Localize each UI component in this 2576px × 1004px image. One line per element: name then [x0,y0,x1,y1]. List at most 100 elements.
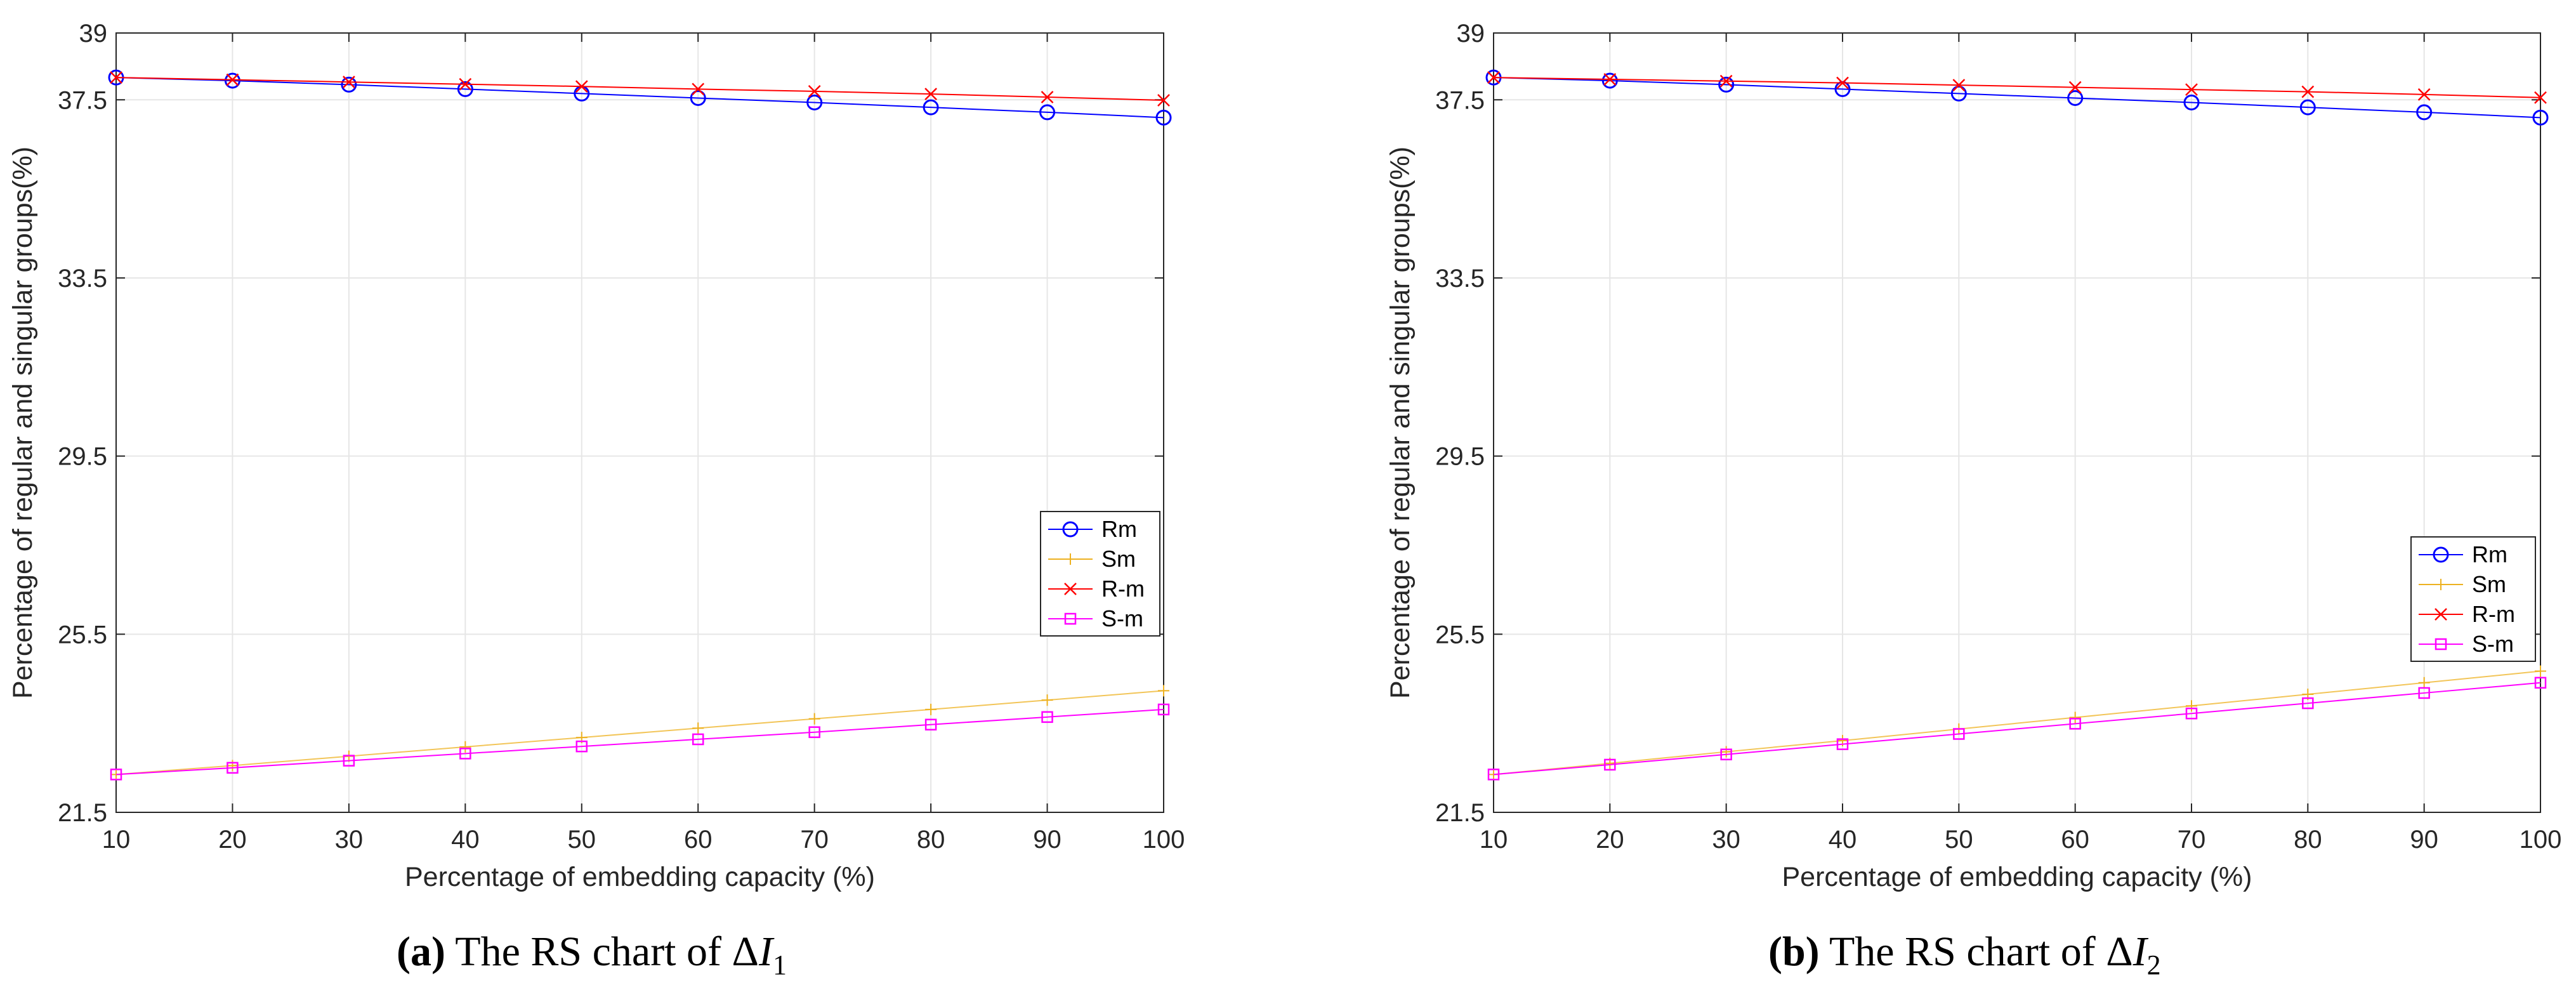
legend-marker-S-m [1064,612,1077,625]
legend-marker-Sm [1065,553,1076,565]
caption-a-var: I [758,928,773,975]
series-Rm [108,69,1172,126]
y-tick-label: 25.5 [58,621,107,649]
series-line-Rm [1493,77,2541,119]
data-point-Rm [2299,99,2316,116]
data-point-R-m [808,85,821,98]
data-point-Rm [341,76,357,93]
data-point-Rm [690,89,706,106]
legend-box [1040,511,1160,637]
data-point-Sm [925,703,937,715]
x-axis-label: Percentage of embedding capacity (%) [405,862,875,892]
x-tick-label: 20 [218,826,247,854]
data-point-R-m [2068,81,2082,94]
legend-marker-R-m [1064,583,1077,595]
caption-b-var: I [2132,928,2147,975]
caption-b: (b) The RS chart of ΔI2 [1768,928,2161,981]
legend-label-Sm: Sm [2472,571,2506,597]
series-Rm [1485,69,2549,126]
data-point-S-m [2534,677,2547,689]
series-line-Rm [115,77,1164,119]
axes-box [1493,32,2541,813]
x-tick-label: 70 [2178,826,2206,854]
data-point-Sm [2186,700,2197,712]
y-tick-label: 39 [79,20,108,48]
caption-a-symbol: Δ [732,928,759,975]
data-point-Sm [459,741,471,753]
data-point-Sm [2418,677,2430,689]
data-point-S-m [1487,769,1500,781]
y-tick-label: 21.5 [1435,799,1485,827]
data-point-S-m [1953,728,1965,740]
y-tick-label: 25.5 [1435,621,1485,649]
y-tick-label: 37.5 [58,86,107,114]
data-point-R-m [924,88,937,101]
data-point-R-m [110,71,122,84]
y-tick-label: 29.5 [58,443,107,471]
data-point-Sm [692,722,704,734]
x-tick-label: 100 [2520,826,2562,854]
y-tick-label: 33.5 [1435,265,1485,293]
caption-b-label: (b) [1768,928,1820,975]
data-point-R-m [1041,91,1054,103]
data-point-Rm [2183,94,2200,110]
data-point-S-m [1604,758,1616,771]
x-tick-label: 50 [1945,826,1973,854]
data-point-S-m [1157,703,1170,716]
series-R-m [1487,71,2547,104]
data-point-S-m [343,755,355,767]
data-point-Rm [2067,89,2084,106]
data-point-Sm [1158,685,1169,697]
x-tick-label: 50 [568,826,596,854]
caption-b-text: The RS chart of [1829,928,2096,975]
legend-label-S-m: S-m [1101,605,1143,631]
data-point-S-m [459,748,471,760]
x-tick-label: 30 [1712,826,1740,854]
legend-label-S-m: S-m [2472,631,2514,657]
data-point-Sm [808,713,820,725]
data-point-Sm [227,760,239,772]
data-point-R-m [692,83,705,96]
caption-b-symbol: Δ [2106,928,2133,975]
data-point-Rm [1155,109,1172,126]
series-Sm [1488,665,2546,781]
x-tick-label: 80 [917,826,945,854]
chart-a: 10 20 30 40 50 60 70 80 90 100 21.5 25.5 29.5 33.5 37.… [8,20,1185,892]
caption-a-sub: 1 [772,949,787,981]
data-point-Sm [1720,746,1732,758]
data-point-R-m [1487,71,1500,84]
data-point-S-m [924,718,937,731]
y-axis-label: Percentage of regular and singular group… [8,147,38,699]
data-point-Rm [1039,104,1056,121]
data-point-S-m [1041,711,1053,723]
legend-marker-Rm [2433,546,2449,563]
caption-a-label: (a) [397,928,445,975]
data-point-S-m [575,740,588,753]
data-point-S-m [2302,697,2314,710]
data-point-Rm [1601,72,1618,89]
legend-label-Rm: Rm [1101,516,1137,542]
legend-label-R-m: R-m [2472,601,2515,627]
x-tick-label: 10 [1480,826,1508,854]
data-point-R-m [575,80,588,93]
data-point-Rm [224,72,240,89]
data-point-S-m [2418,687,2430,699]
series-S-m [110,703,1170,781]
legend-box [2410,536,2536,662]
series-S-m [1487,677,2547,781]
data-point-Rm [2532,109,2549,126]
data-point-S-m [227,762,239,774]
x-tick-label: 40 [1829,826,1857,854]
data-point-R-m [1952,79,1966,91]
legend-marker-S-m [2435,638,2447,651]
y-tick-label: 21.5 [58,799,107,827]
data-point-Sm [1041,694,1053,706]
series-line-R-m [1493,77,2541,98]
series-Sm [110,685,1169,781]
caption-a: (a) The RS chart of ΔI1 [397,928,787,981]
data-point-S-m [692,733,704,746]
data-point-R-m [459,77,472,91]
series-line-S-m [115,708,1164,776]
y-tick-label: 39 [1457,20,1485,48]
